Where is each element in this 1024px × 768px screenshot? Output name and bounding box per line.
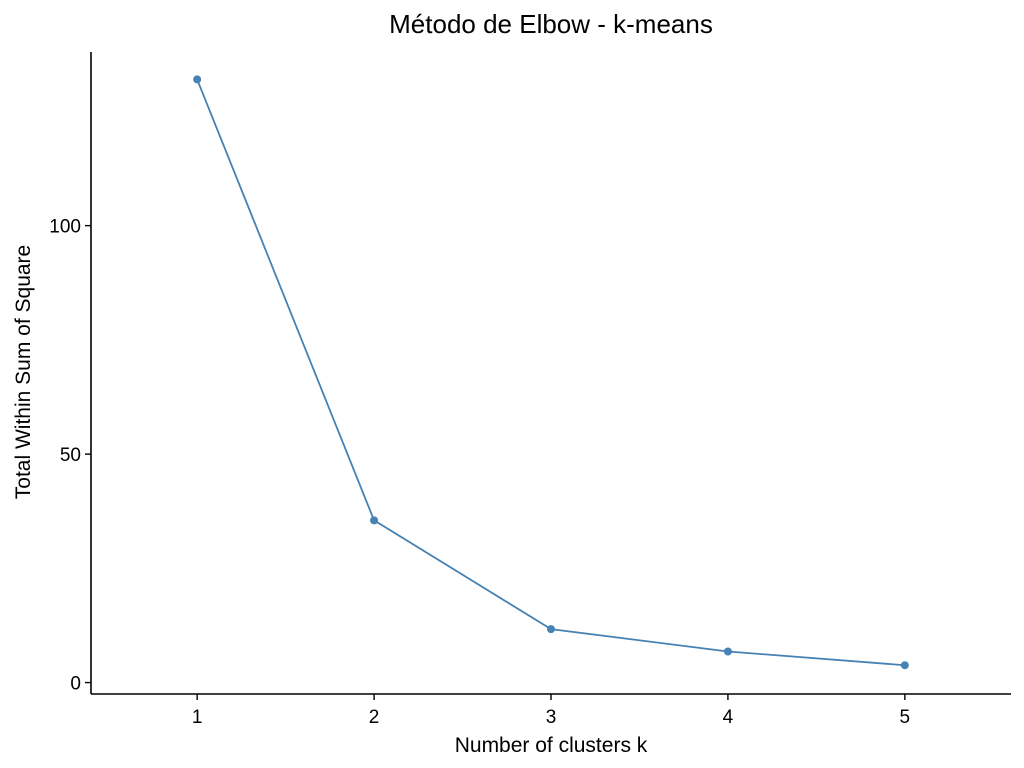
x-tick-label: 2: [369, 707, 380, 728]
x-tick-label: 4: [723, 707, 734, 728]
x-tick-label: 1: [192, 707, 203, 728]
plot-area: 0 50 100 1 2 3 4 5: [49, 52, 1011, 728]
y-tick-label: 0: [70, 674, 81, 695]
x-axis-ticks: 1 2 3 4 5: [192, 694, 910, 728]
data-point: [900, 661, 909, 670]
series-line: [196, 79, 905, 667]
series-layer: [193, 75, 909, 670]
x-tick-label: 5: [900, 707, 911, 728]
y-tick-label: 50: [60, 445, 81, 466]
y-axis-title: Total Within Sum of Square: [12, 245, 35, 499]
data-point: [193, 75, 202, 84]
y-axis-ticks: 0 50 100: [49, 217, 91, 695]
data-point: [547, 625, 555, 634]
data-point: [723, 647, 732, 656]
x-tick-label: 3: [546, 707, 557, 728]
data-point: [370, 516, 379, 525]
x-axis-title: Number of clusters k: [455, 734, 648, 757]
y-tick-label: 100: [49, 217, 81, 238]
chart-title: Método de Elbow - k-means: [389, 9, 713, 39]
